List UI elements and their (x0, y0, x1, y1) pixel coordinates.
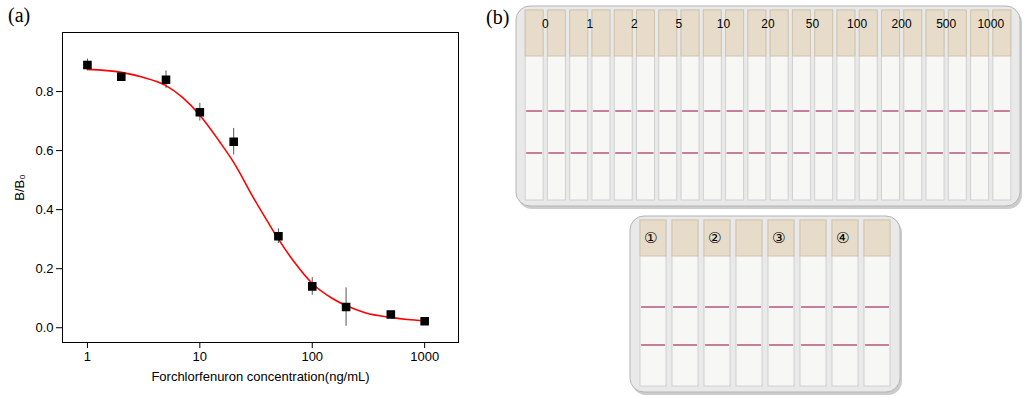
svg-text:③: ③ (772, 229, 785, 247)
svg-text:10: 10 (717, 17, 731, 31)
svg-text:②: ② (708, 229, 721, 247)
svg-text:5: 5 (676, 17, 683, 31)
svg-text:1000: 1000 (410, 349, 439, 364)
svg-text:④: ④ (836, 229, 849, 247)
svg-text:(b): (b) (486, 6, 509, 29)
svg-text:10: 10 (193, 349, 207, 364)
svg-text:100: 100 (847, 17, 867, 31)
svg-text:0.6: 0.6 (35, 143, 53, 158)
svg-text:0.4: 0.4 (35, 202, 53, 217)
svg-text:B/B₀: B/B₀ (12, 174, 27, 200)
svg-text:50: 50 (806, 17, 820, 31)
svg-text:20: 20 (761, 17, 775, 31)
html-text:(a): (a) (8, 4, 31, 26)
svg-text:1000: 1000 (977, 17, 1004, 31)
svg-text:100: 100 (301, 349, 323, 364)
svg-text:Forchlorfenuron concentration(: Forchlorfenuron concentration(ng/mL) (151, 369, 369, 384)
svg-text:1: 1 (586, 17, 593, 31)
svg-text:500: 500 (936, 17, 956, 31)
svg-text:①: ① (644, 229, 657, 247)
svg-text:0.2: 0.2 (35, 261, 53, 276)
svg-text:0.0: 0.0 (35, 320, 53, 335)
svg-text:1: 1 (84, 349, 91, 364)
svg-text:2: 2 (631, 17, 638, 31)
svg-text:0.8: 0.8 (35, 84, 53, 99)
svg-text:0: 0 (542, 17, 549, 31)
svg-text:200: 200 (892, 17, 912, 31)
